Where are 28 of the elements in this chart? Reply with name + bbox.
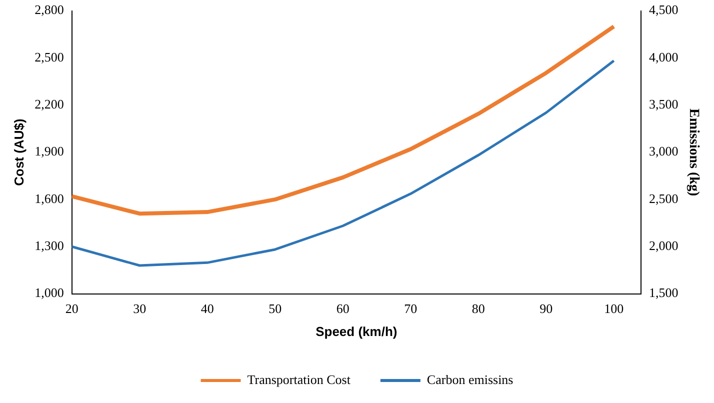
y2-axis-title: Emissions (kg) [686, 108, 701, 196]
y2-tick-label: 2,000 [648, 238, 678, 254]
y2-tick-label: 4,000 [648, 49, 678, 64]
y-tick-label: 2,200 [34, 96, 64, 112]
x-tick-label: 70 [404, 301, 418, 316]
y-tick-label: 1,600 [34, 190, 64, 206]
x-tick-label: 60 [336, 301, 350, 316]
x-tick-label: 30 [133, 301, 146, 316]
x-tick-label: 100 [604, 301, 624, 316]
x-tick-label: 20 [65, 301, 78, 316]
legend-label: Transportation Cost [247, 372, 351, 387]
y-axis-title: Cost (AU$) [11, 118, 26, 186]
x-tick-label: 80 [472, 301, 485, 316]
y-tick-label: 1,900 [34, 144, 64, 159]
y2-tick-label: 4,500 [648, 2, 678, 18]
y-tick-label: 1,000 [34, 285, 64, 300]
y2-tick-label: 2,500 [648, 190, 678, 206]
y-tick-label: 2,500 [34, 49, 64, 64]
x-tick-label: 50 [268, 301, 282, 316]
x-tick-label: 40 [200, 301, 214, 316]
y-tick-label: 2,800 [34, 2, 64, 18]
y2-tick-label: 1,500 [648, 285, 678, 300]
x-tick-label: 90 [540, 301, 553, 316]
x-axis-title: Speed (km/h) [316, 324, 398, 339]
y2-tick-label: 3,500 [648, 96, 678, 112]
legend-label: Carbon emissins [426, 372, 514, 387]
y2-tick-label: 3,000 [648, 144, 678, 159]
y-tick-label: 1,300 [34, 238, 64, 254]
